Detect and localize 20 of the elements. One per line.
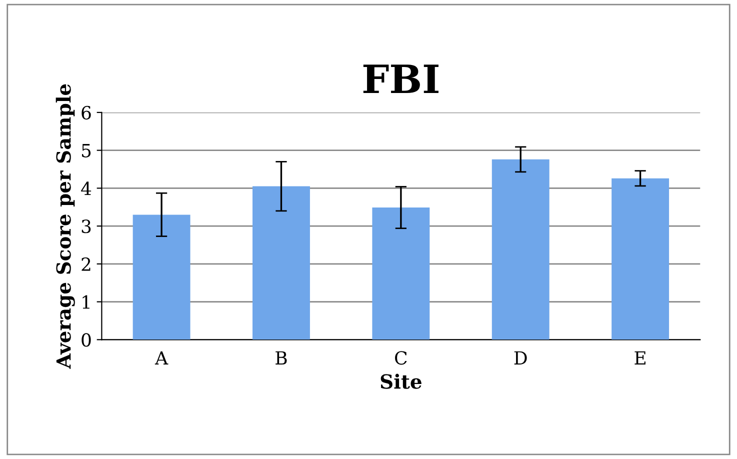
y-tick-label: 3 (82, 220, 91, 234)
bar (132, 214, 190, 340)
y-tick-label: 5 (82, 144, 91, 158)
x-axis-title: Site (380, 374, 422, 389)
bar (252, 186, 310, 340)
bar (372, 208, 430, 340)
y-axis-title: Average Score per Sample (56, 84, 75, 369)
x-tick-label: C (395, 351, 407, 365)
chart-title: FBI (363, 64, 438, 94)
y-tick-label: 1 (82, 295, 90, 309)
y-tick-label: 6 (82, 106, 91, 120)
x-tick-label: D (514, 351, 527, 364)
x-tick-label: E (634, 351, 646, 364)
y-tick-label: 0 (82, 333, 91, 347)
bar (492, 159, 550, 340)
y-tick-label: 2 (82, 257, 90, 271)
bar (612, 178, 670, 340)
x-tick-label: B (276, 351, 287, 364)
x-tick-label: A (154, 351, 168, 364)
y-tick-label: 4 (81, 182, 92, 196)
